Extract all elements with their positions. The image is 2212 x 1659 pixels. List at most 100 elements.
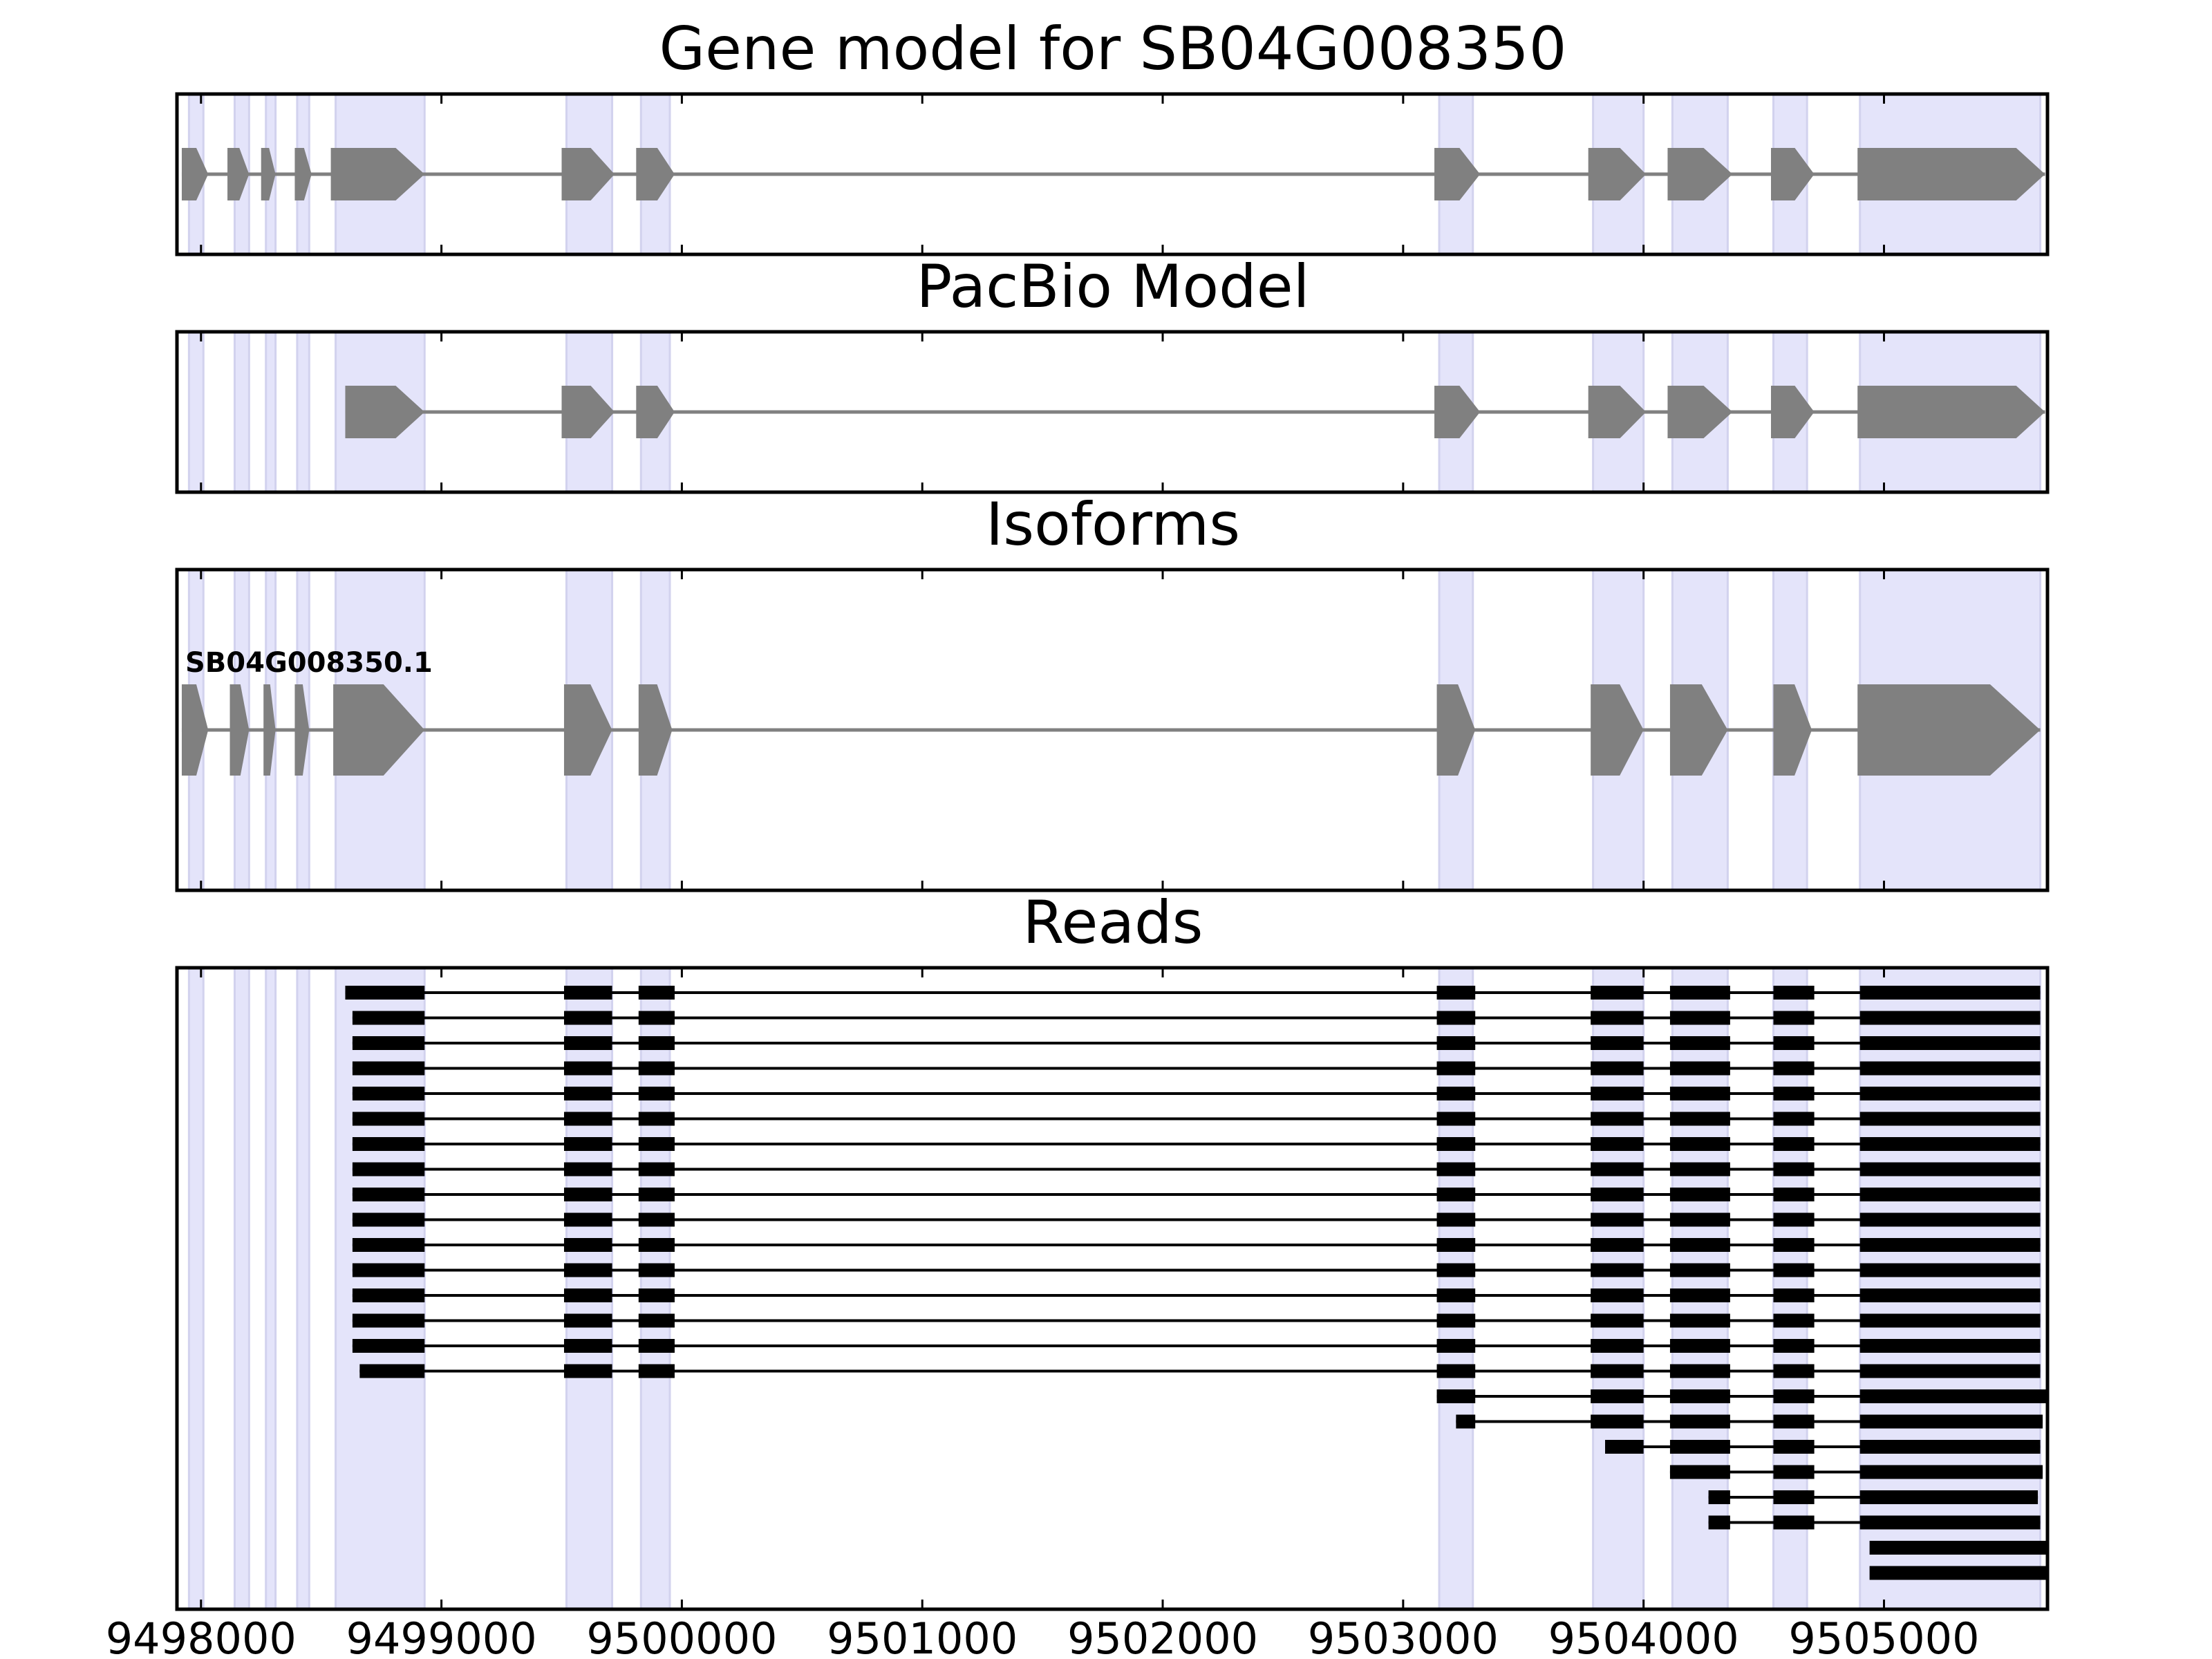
read-block-6: [1669, 1011, 1730, 1025]
read-block-2: [563, 986, 612, 1000]
model-exon-6: [561, 148, 615, 200]
read-block-5: [1591, 1162, 1644, 1177]
read-block-6: [1669, 1212, 1730, 1227]
read-block-8: [1859, 1288, 2041, 1302]
read-block-8: [1859, 1036, 2041, 1050]
read-block-4: [1436, 1339, 1476, 1353]
read-block-5: [1591, 1112, 1644, 1126]
read-block-1: [1436, 1389, 1476, 1403]
isoform-1-exon-8: [1436, 684, 1476, 776]
read-block-1: [1708, 1490, 1730, 1504]
read-block-6: [1669, 1263, 1730, 1277]
x-tick-label: 9500000: [586, 1613, 777, 1659]
panel-frame: [175, 966, 2050, 1611]
read-block-5: [1859, 1389, 2047, 1403]
read-block-5: [1591, 1263, 1644, 1277]
read-23: [1869, 1541, 2047, 1555]
read-block-5: [1591, 1137, 1644, 1151]
panel-title: Reads: [1023, 888, 1203, 957]
panel-4: Reads: [175, 888, 2050, 1611]
model-exon-1: [345, 386, 425, 438]
model-exon-3: [636, 386, 675, 438]
read-block-1: [352, 1112, 425, 1126]
read-block-3: [638, 1313, 675, 1328]
highlight-band-2: [233, 330, 250, 494]
model-exon-1: [181, 148, 209, 200]
read-block-6: [1669, 1061, 1730, 1076]
read-block-7: [1773, 1162, 1815, 1177]
isoform-1-exon-4: [294, 684, 310, 776]
read-block-3: [638, 1087, 675, 1100]
read-block-2: [1669, 1440, 1730, 1454]
read-block-3: [638, 1212, 675, 1227]
read-block-1: [352, 1011, 425, 1025]
highlight-band-1: [187, 330, 205, 494]
read-block-6: [1669, 1339, 1730, 1353]
read-6: [352, 1112, 2041, 1126]
read-block-1: [352, 1036, 425, 1050]
read-5: [352, 1087, 2041, 1100]
read-block-6: [1669, 1112, 1730, 1126]
read-block-6: [1669, 986, 1730, 1000]
isoform-1-exon-10: [1669, 684, 1728, 776]
read-block-8: [1859, 1112, 2041, 1126]
read-block-1: [352, 1288, 425, 1302]
read-block-4: [1436, 1313, 1476, 1328]
read-block-7: [1773, 1339, 1815, 1353]
read-block-4: [1436, 1061, 1476, 1076]
read-block-5: [1591, 1011, 1644, 1025]
read-2: [352, 1011, 2041, 1025]
x-axis-labels: 9498000 9499000 9500000 9501000 9502000 95030…: [106, 1613, 1980, 1659]
read-block-3: [638, 986, 675, 1000]
isoform-1-exon-6: [563, 684, 612, 776]
read-block-8: [1859, 1061, 2041, 1076]
read-block-3: [638, 1011, 675, 1025]
panel-title: Isoforms: [986, 490, 1240, 559]
x-tick-label: 9505000: [1788, 1613, 1979, 1659]
highlight-band-4: [296, 330, 310, 494]
read-block-8: [1859, 1212, 2041, 1227]
read-block-2: [563, 1112, 612, 1126]
read-block-2: [563, 1339, 612, 1353]
read-block-4: [1436, 1137, 1476, 1151]
model-exon-7: [1771, 386, 1815, 438]
read-20: [1669, 1465, 2043, 1479]
x-tick-label: 9498000: [106, 1613, 297, 1659]
read-block-2: [563, 1288, 612, 1302]
read-12: [352, 1263, 2041, 1277]
read-15: [352, 1339, 2041, 1353]
read-block-1: [1605, 1440, 1644, 1454]
read-block-4: [1436, 1011, 1476, 1025]
model-exon-5: [1588, 386, 1647, 438]
x-tick-label: 9499000: [346, 1613, 537, 1659]
read-block-1: [1669, 1465, 1730, 1479]
read-block-2: [563, 1238, 612, 1252]
read-block-7: [1773, 1364, 1815, 1378]
read-block-7: [1773, 1238, 1815, 1252]
panel-3: SB04G008350.1 Isoforms: [175, 490, 2050, 892]
read-block-6: [1669, 1364, 1730, 1378]
read-10: [352, 1212, 2041, 1227]
read-block-3: [638, 1339, 675, 1353]
read-block-5: [1591, 1238, 1644, 1252]
read-block-8: [1859, 1011, 2041, 1025]
read-block-2: [1773, 1465, 1815, 1479]
read-block-3: [1859, 1515, 2041, 1530]
read-block-5: [1591, 1339, 1644, 1353]
read-block-8: [1859, 1339, 2041, 1353]
read-block-3: [1669, 1414, 1730, 1429]
read-block-4: [1859, 1440, 2041, 1454]
read-13: [352, 1288, 2041, 1302]
read-block-1: [352, 1263, 425, 1277]
read-block-4: [1436, 1036, 1476, 1050]
read-block-3: [638, 1263, 675, 1277]
read-block-2: [1591, 1414, 1644, 1429]
read-block-3: [638, 1061, 675, 1076]
read-block-5: [1591, 1036, 1644, 1050]
read-block-7: [1773, 1112, 1815, 1126]
read-block-2: [563, 1188, 612, 1201]
isoform-1-exon-11: [1773, 684, 1812, 776]
read-block-6: [1669, 1137, 1730, 1151]
read-block-2: [563, 1137, 612, 1151]
read-22: [1708, 1515, 2041, 1530]
